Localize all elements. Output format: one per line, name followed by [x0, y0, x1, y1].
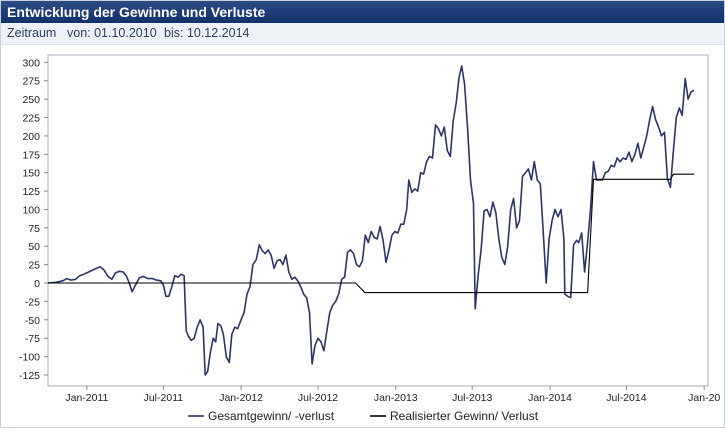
x-tick-label: Jan-2011 [65, 392, 108, 404]
y-tick-label: 225 [22, 113, 40, 125]
y-tick-label: -100 [19, 352, 40, 364]
x-tick-label: Jul-2014 [606, 392, 646, 404]
y-tick-label: 0 [34, 278, 40, 290]
period-label: Zeitraum [7, 26, 57, 40]
profit-loss-chart: 3002752502252001751501251007550250-25-50… [19, 54, 720, 423]
x-tick-label: Jan-2014 [528, 392, 572, 404]
y-tick-label: 300 [22, 57, 40, 69]
x-tick-label: Jul-2012 [298, 392, 338, 404]
x-tick-label: Jan-2013 [374, 392, 418, 404]
y-tick-label: -25 [25, 296, 40, 308]
x-tick-label: Jan-2012 [219, 392, 263, 404]
x-tick-label: Jan-20 [688, 392, 720, 404]
period-bar: Zeitraum von: 01.10.2010 bis: 10.12.2014 [1, 23, 724, 45]
period-from: von: 01.10.2010 [67, 26, 157, 40]
y-tick-label: -75 [25, 333, 40, 345]
y-tick-label: 150 [22, 168, 40, 180]
y-tick-label: 100 [22, 204, 40, 216]
y-tick-label: 175 [22, 149, 40, 161]
x-tick-label: Jul-2013 [452, 392, 492, 404]
legend-label-1: Gesamtgewinn/ -verlust [208, 409, 335, 423]
y-tick-label: 50 [28, 241, 40, 253]
plot-frame [47, 54, 709, 387]
y-tick-label: 250 [22, 94, 40, 106]
y-tick-label: 125 [22, 186, 40, 198]
y-tick-label: -50 [25, 315, 40, 327]
panel-header: Entwicklung der Gewinne und Verluste [1, 1, 724, 23]
period-to: bis: 10.12.2014 [164, 26, 250, 40]
chart-area: 300 275 250 225 200 175 150 125 100 75 50 25 0 -25 -50… [1, 45, 724, 427]
y-tick-label: 275 [22, 76, 40, 88]
y-tick-label: 75 [28, 223, 40, 235]
series-line-2 [48, 173, 695, 294]
y-tick-label: -125 [19, 370, 40, 382]
legend-label-2: Realisierter Gewinn/ Verlust [390, 409, 539, 423]
panel-title: Entwicklung der Gewinne und Verluste [7, 4, 266, 20]
y-tick-label: 200 [22, 131, 40, 143]
series-line-1 [47, 65, 695, 376]
y-tick-label: 25 [28, 260, 40, 272]
x-tick-label: Jul-2011 [144, 392, 184, 404]
